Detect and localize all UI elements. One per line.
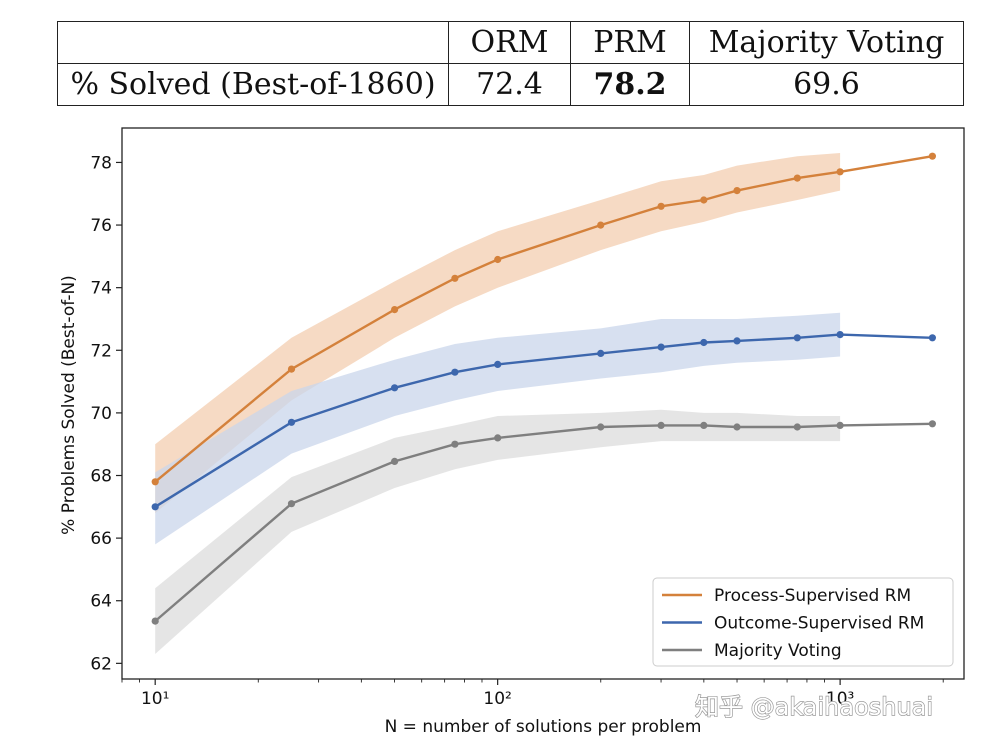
y-tick-label: 64 <box>90 592 112 612</box>
series-lines <box>154 155 933 623</box>
outcome-supervised-rm-point <box>391 384 399 392</box>
x-axis-label: N = number of solutions per problem <box>385 717 702 737</box>
process-supervised-rm-point <box>451 274 459 282</box>
majority-voting-point <box>391 457 399 465</box>
majority-voting-line <box>154 422 933 623</box>
majority-voting-point <box>793 423 801 431</box>
y-tick-label: 74 <box>90 279 112 299</box>
y-tick-label: 68 <box>90 467 112 487</box>
outcome-supervised-rm-point <box>700 338 708 347</box>
outcome-supervised-rm-point <box>597 349 605 357</box>
majority-voting-point <box>836 421 844 429</box>
majority-voting-point <box>451 440 459 448</box>
majority-voting-point <box>494 434 502 442</box>
best-of-n-chart: 62 64 66 68 70 72 74 76 78 10¹ 10² 10³ N = number … <box>59 127 965 737</box>
table-row-label: % Solved (Best-of-1860) <box>57 63 449 106</box>
legend: Process-Supervised RM Outcome-Supervised … <box>652 577 954 667</box>
majority-voting-point <box>597 423 605 431</box>
y-tick-label: 66 <box>90 529 112 549</box>
process-supervised-rm-point <box>287 365 296 373</box>
outcome-supervised-rm-point <box>928 334 937 342</box>
y-tick-label: 72 <box>90 341 112 361</box>
table-header-empty <box>57 21 449 64</box>
table-cell-orm: 72.4 <box>448 63 571 106</box>
legend-box <box>652 577 954 667</box>
table-cell-prm: 78.2 <box>570 63 690 106</box>
outcome-supervised-rm-point <box>657 343 665 351</box>
process-supervised-rm-point <box>836 168 844 176</box>
process-supervised-rm-point <box>151 478 159 486</box>
table-header-majority-voting: Majority Voting <box>689 21 964 64</box>
table-header-prm: PRM <box>570 21 690 64</box>
table-row: % Solved (Best-of-1860) 72.4 78.2 69.6 <box>57 63 964 106</box>
majority-voting-point <box>733 423 741 431</box>
outcome-supervised-rm-line <box>154 333 933 508</box>
process-supervised-rm-point <box>700 196 708 204</box>
watermark-text: 知乎 @akaihaoshuai <box>695 693 933 721</box>
process-supervised-rm-point <box>657 202 665 210</box>
confidence-bands <box>155 153 841 654</box>
legend-label-majority-voting: Majority Voting <box>714 641 842 661</box>
summary-table: ORM PRM Majority Voting % Solved (Best-o… <box>57 21 964 106</box>
x-tick-label: 10¹ <box>141 689 169 709</box>
outcome-supervised-rm-point <box>836 331 844 339</box>
process-supervised-rm-line <box>154 155 933 483</box>
series-points <box>151 152 937 625</box>
x-axis-ticks: 10¹ 10² 10³ <box>121 679 944 709</box>
outcome-supervised-rm-point <box>733 337 741 345</box>
y-tick-label: 62 <box>90 654 112 674</box>
outcome-supervised-rm-band <box>155 312 841 545</box>
legend-label-outcome-supervised-rm: Outcome-Supervised RM <box>714 614 924 634</box>
process-supervised-rm-point <box>494 255 502 264</box>
y-tick-label: 78 <box>90 153 112 173</box>
table-cell-majority-voting: 69.6 <box>689 63 964 106</box>
table-header-row: ORM PRM Majority Voting <box>57 21 964 64</box>
y-tick-label: 76 <box>90 216 112 236</box>
outcome-supervised-rm-point <box>494 360 502 368</box>
plot-frame <box>121 127 965 680</box>
outcome-supervised-rm-point <box>451 368 459 376</box>
outcome-supervised-rm-point <box>287 418 296 426</box>
process-supervised-rm-point <box>391 306 399 314</box>
y-axis-label: % Problems Solved (Best-of-N) <box>59 275 79 535</box>
outcome-supervised-rm-point <box>151 503 159 511</box>
majority-voting-point <box>928 420 937 428</box>
majority-voting-point <box>657 421 665 429</box>
process-supervised-rm-point <box>733 187 741 195</box>
table-header-orm: ORM <box>448 21 571 64</box>
majority-voting-band <box>155 409 841 654</box>
y-tick-label: 70 <box>90 404 112 424</box>
legend-label-process-supervised-rm: Process-Supervised RM <box>714 586 911 606</box>
y-axis-ticks: 62 64 66 68 70 72 74 76 78 <box>90 153 122 674</box>
majority-voting-point <box>700 421 708 429</box>
legend-entries: Process-Supervised RM Outcome-Supervised … <box>662 586 924 661</box>
outcome-supervised-rm-point <box>793 334 801 342</box>
process-supervised-rm-point <box>597 221 605 229</box>
x-tick-label: 10³ <box>826 689 854 709</box>
x-tick-label: 10² <box>483 689 511 709</box>
process-supervised-rm-point <box>928 152 937 160</box>
majority-voting-point <box>151 617 159 625</box>
majority-voting-point <box>287 500 296 508</box>
process-supervised-rm-band <box>155 153 841 514</box>
process-supervised-rm-point <box>793 174 801 182</box>
